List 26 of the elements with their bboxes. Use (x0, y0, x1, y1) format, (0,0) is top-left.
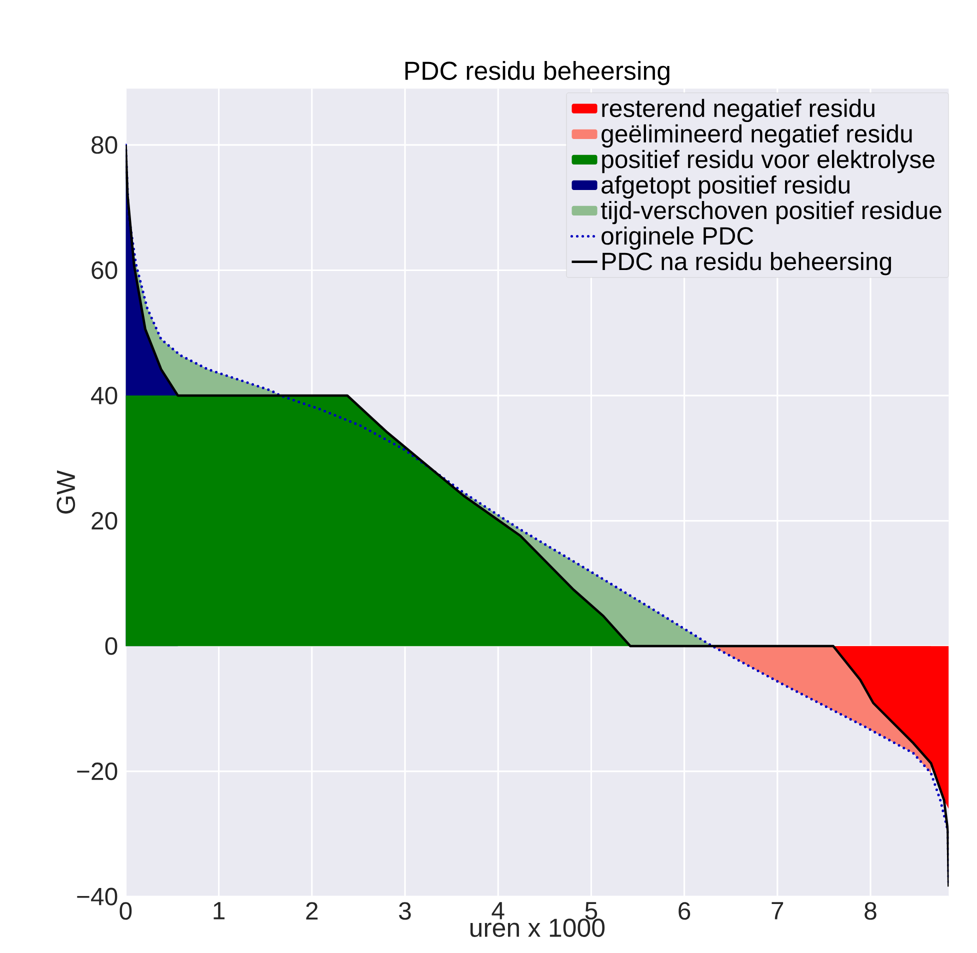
y-tick-label: 80 (92, 136, 118, 154)
legend-label: geëlimineerd negatief residu (602, 124, 912, 148)
y-tick-label: 60 (92, 261, 118, 280)
y-axis-title: GW (56, 470, 76, 514)
legend-label: resterend negatief residu (602, 98, 874, 122)
x-axis-title: uren x 1000 (470, 918, 605, 937)
x-tick-label: 7 (772, 902, 784, 920)
legend-label: PDC na residu beheersing (602, 252, 892, 276)
y-tick-label: 0 (105, 637, 118, 655)
x-tick-label: 6 (678, 902, 690, 920)
x-tick-label: 0 (120, 902, 132, 920)
legend-label: tijd-verschoven positief residue (600, 200, 942, 224)
x-tick-label: 8 (864, 902, 876, 920)
legend-label: afgetopt positief residu (602, 175, 850, 199)
x-tick-label: 3 (399, 902, 411, 920)
chart-title: PDC residu beheersing (405, 60, 670, 86)
y-tick-label: −40 (77, 888, 118, 906)
x-tick-label: 4 (492, 902, 504, 920)
y-tick-label: −20 (77, 762, 118, 780)
x-tick-label: 5 (585, 902, 598, 920)
x-tick-label: 1 (214, 902, 225, 920)
x-tick-label: 2 (306, 902, 318, 920)
y-tick-label: 40 (91, 386, 118, 404)
legend-label: positief residu voor elektrolyse (602, 150, 934, 174)
y-tick-label: 20 (92, 512, 118, 530)
legend-label: originele PDC (602, 226, 754, 250)
